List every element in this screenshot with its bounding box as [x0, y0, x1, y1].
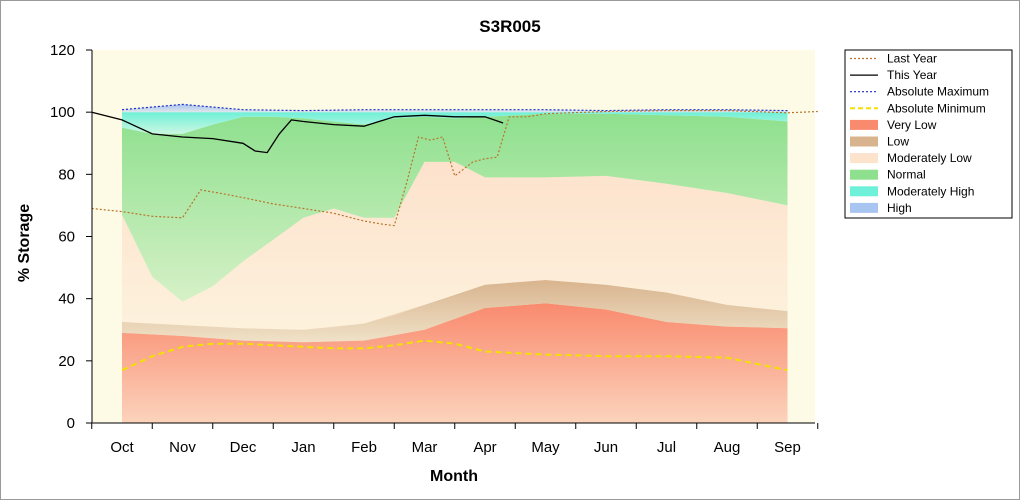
band-very-low — [122, 303, 788, 423]
legend-swatch-normal — [850, 169, 878, 180]
y-tick-label: 80 — [58, 166, 75, 183]
lines-layer — [91, 103, 818, 372]
chart-title: S3R005 — [479, 17, 540, 36]
legend-item-absolute-maximum: Absolute Maximum — [850, 85, 989, 99]
legend-label: Moderately High — [887, 184, 974, 198]
x-tick-label: May — [531, 439, 560, 456]
x-axis-label: Month — [430, 468, 478, 485]
band-low — [122, 280, 788, 343]
legend-item-moderately-low: Moderately Low — [850, 151, 972, 165]
axes-layer: 0 20 40 60 80 100 120 Oct Nov Dec Jan Feb Mar Apr May J… — [50, 42, 819, 456]
legend-swatch-low — [850, 136, 878, 147]
legend-item-very-low: Very Low — [850, 118, 937, 132]
legend-swatch-moderately-low — [850, 153, 878, 164]
legend-item-absolute-minimum: Absolute Minimum — [850, 101, 986, 115]
series-line-absolute-maximum — [121, 103, 788, 112]
x-tick-label: Nov — [169, 439, 196, 456]
band-high — [122, 104, 788, 113]
legend-label: Absolute Minimum — [887, 101, 986, 115]
y-tick-label: 120 — [50, 42, 75, 59]
legend-item-normal: Normal — [850, 168, 926, 182]
x-tick-label: Aug — [714, 439, 741, 456]
legend-item-this-year: This Year — [850, 68, 937, 82]
y-tick-label: 40 — [58, 291, 75, 308]
legend-label: High — [887, 201, 912, 215]
legend-swatch-very-low — [850, 119, 878, 130]
legend: Last Year This Year Absolute Maximum Absolu… — [844, 49, 1013, 219]
legend-item-low: Low — [850, 135, 909, 149]
series-line-last-year — [91, 109, 818, 227]
y-tick-label: 60 — [58, 229, 75, 246]
legend-label: Very Low — [887, 118, 937, 132]
legend-label: Moderately Low — [887, 151, 972, 165]
legend-label: Absolute Maximum — [887, 85, 989, 99]
legend-label: Low — [887, 135, 909, 149]
x-tick-label: Apr — [473, 439, 496, 456]
x-tick-label: Mar — [412, 439, 438, 456]
x-tick-label: Oct — [110, 439, 134, 456]
bands-layer — [122, 104, 788, 423]
y-tick-label: 20 — [58, 353, 75, 370]
series-line-this-year — [91, 111, 504, 154]
legend-item-moderately-high: Moderately High — [850, 184, 974, 198]
series-line-absolute-minimum — [121, 339, 788, 372]
y-axis-label: % Storage — [16, 204, 33, 282]
x-tick-label: Jan — [291, 439, 315, 456]
x-tick-label: Jul — [657, 439, 676, 456]
legend-item-high: High — [850, 201, 912, 215]
legend-label: Last Year — [887, 52, 937, 66]
band-moderately-low — [122, 161, 788, 330]
legend-swatch-high — [850, 202, 878, 213]
band-normal — [122, 113, 788, 302]
legend-label: This Year — [887, 68, 937, 82]
y-tick-label: 0 — [67, 415, 75, 432]
x-tick-label: Dec — [230, 439, 257, 456]
x-tick-label: Feb — [351, 439, 377, 456]
y-tick-label: 100 — [50, 104, 75, 121]
x-tick-label: Sep — [774, 439, 801, 456]
legend-label: Normal — [887, 168, 926, 182]
legend-swatch-moderately-high — [850, 186, 878, 197]
legend-item-last-year: Last Year — [850, 52, 937, 66]
x-tick-label: Jun — [594, 439, 618, 456]
